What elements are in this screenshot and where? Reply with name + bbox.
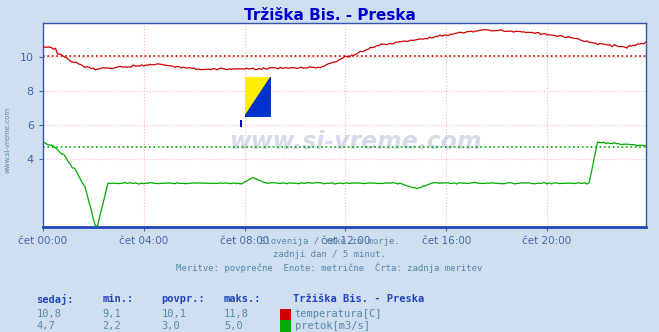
Text: maks.:: maks.: (224, 294, 262, 304)
Text: 10,8: 10,8 (36, 309, 61, 319)
Text: www.si-vreme.com: www.si-vreme.com (230, 130, 482, 154)
Text: 2,2: 2,2 (102, 321, 121, 331)
Polygon shape (244, 77, 271, 117)
Text: 3,0: 3,0 (161, 321, 180, 331)
Text: min.:: min.: (102, 294, 133, 304)
Text: 11,8: 11,8 (224, 309, 249, 319)
Text: Tržiška Bis. - Preska: Tržiška Bis. - Preska (244, 8, 415, 23)
Text: 5,0: 5,0 (224, 321, 243, 331)
Polygon shape (244, 77, 271, 117)
Text: zadnji dan / 5 minut.: zadnji dan / 5 minut. (273, 250, 386, 259)
Text: povpr.:: povpr.: (161, 294, 205, 304)
Text: 9,1: 9,1 (102, 309, 121, 319)
Text: www.si-vreme.com: www.si-vreme.com (5, 106, 11, 173)
Text: 4,7: 4,7 (36, 321, 55, 331)
Text: pretok[m3/s]: pretok[m3/s] (295, 321, 370, 331)
Text: Meritve: povprečne  Enote: metrične  Črta: zadnja meritev: Meritve: povprečne Enote: metrične Črta:… (177, 263, 482, 273)
Text: Tržiška Bis. - Preska: Tržiška Bis. - Preska (293, 294, 424, 304)
Text: temperatura[C]: temperatura[C] (295, 309, 382, 319)
Text: Slovenija / reke in morje.: Slovenija / reke in morje. (260, 237, 399, 246)
Text: sedaj:: sedaj: (36, 294, 74, 305)
Text: 10,1: 10,1 (161, 309, 186, 319)
